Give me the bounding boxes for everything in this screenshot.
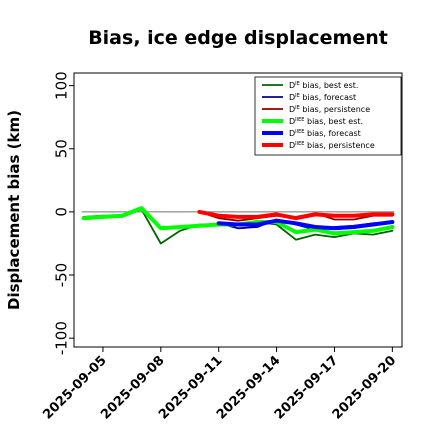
y-tick-label: -50 [52,263,70,288]
y-tick-label: 100 [52,71,70,100]
series-line-5 [197,209,395,221]
y-ticks: 100 50 0 -50 -100 [52,71,74,355]
chart-title: Bias, ice edge displacement [88,27,388,49]
y-axis-label: Displacement bias (km) [5,110,23,310]
series-layer [81,206,395,245]
legend-box [254,76,402,156]
legend: DIE bias, best est. DIE bias, forecast DIE… [254,76,402,156]
legend-entry-0: DIE bias, best est. [289,81,358,90]
legend-entry-1: DIE bias, forecast [289,93,356,102]
y-tick-label: 0 [52,207,70,217]
legend-entry-4: DIIEE bias, forecast [289,129,361,138]
legend-entry-2: DIE bias, persistence [289,105,370,114]
legend-entry-3: DIIEE bias, best est. [289,117,363,126]
y-tick-label: -100 [52,321,70,355]
series-line-4 [216,218,395,231]
plot-area-frame [73,72,403,348]
y-tick-label: 50 [52,139,70,158]
legend-entry-5: DIIEE bias, persistence [289,141,375,150]
x-ticks: 2025-09-052025-09-082025-09-112025-09-14… [40,347,399,423]
